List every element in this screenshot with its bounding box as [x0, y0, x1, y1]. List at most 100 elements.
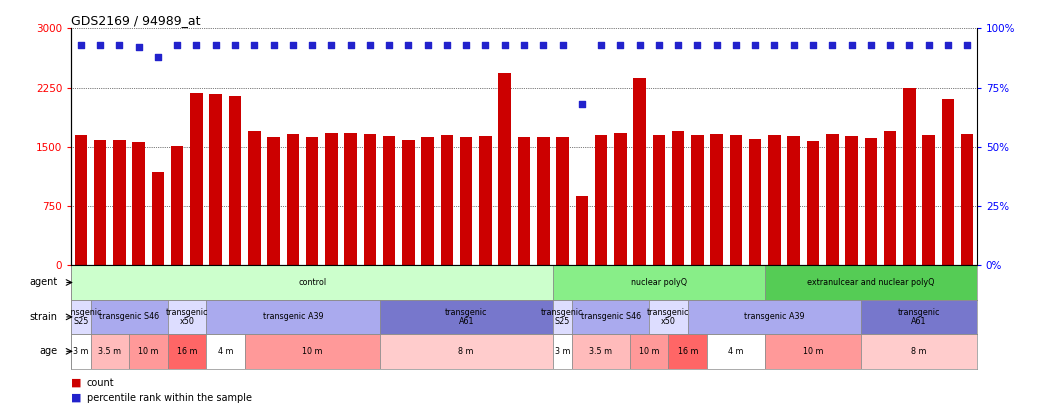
Text: transgenic
x50: transgenic x50	[648, 307, 690, 326]
Text: transgenic S46: transgenic S46	[99, 312, 159, 322]
Point	[150, 53, 167, 60]
Bar	[248, 131, 261, 265]
Bar	[807, 141, 820, 265]
Point	[169, 42, 185, 48]
Bar	[518, 137, 530, 265]
Bar	[669, 334, 707, 369]
Bar	[575, 196, 588, 265]
Bar	[556, 136, 569, 265]
Text: transgenic
S25: transgenic S25	[60, 307, 102, 326]
Point	[343, 42, 359, 48]
Point	[708, 42, 725, 48]
Point	[593, 42, 610, 48]
Bar	[206, 334, 244, 369]
Text: agent: agent	[29, 277, 58, 288]
Text: 16 m: 16 m	[677, 347, 698, 356]
Bar	[306, 137, 319, 265]
Bar	[168, 334, 206, 369]
Point	[477, 42, 494, 48]
Bar	[768, 135, 781, 265]
Text: 10 m: 10 m	[639, 347, 659, 356]
Point	[72, 42, 89, 48]
Bar	[711, 134, 723, 265]
Text: 10 m: 10 m	[803, 347, 824, 356]
Text: GDS2169 / 94989_at: GDS2169 / 94989_at	[71, 14, 201, 27]
Text: 3 m: 3 m	[554, 347, 570, 356]
Bar	[691, 135, 703, 265]
Text: 4 m: 4 m	[218, 347, 233, 356]
Point	[901, 42, 918, 48]
Bar	[572, 334, 630, 369]
Point	[631, 42, 648, 48]
Point	[130, 44, 147, 51]
Bar	[537, 137, 549, 265]
Bar	[94, 141, 107, 265]
Bar	[479, 136, 492, 265]
Bar	[90, 334, 129, 369]
Point	[497, 42, 514, 48]
Point	[844, 42, 860, 48]
Point	[554, 42, 571, 48]
Bar	[553, 300, 572, 334]
Bar	[861, 334, 977, 369]
Point	[246, 42, 263, 48]
Bar	[267, 136, 280, 265]
Bar	[961, 134, 974, 265]
Text: strain: strain	[29, 312, 58, 322]
Point	[805, 42, 822, 48]
Bar	[379, 334, 553, 369]
Point	[419, 42, 436, 48]
Point	[458, 42, 475, 48]
Point	[863, 42, 879, 48]
Text: age: age	[40, 346, 58, 356]
Point	[380, 42, 397, 48]
Bar	[286, 134, 299, 265]
Bar	[71, 334, 90, 369]
Bar	[71, 265, 553, 300]
Text: 3 m: 3 m	[73, 347, 89, 356]
Bar	[922, 135, 935, 265]
Point	[284, 42, 301, 48]
Point	[111, 42, 128, 48]
Bar	[113, 140, 126, 265]
Point	[727, 42, 744, 48]
Point	[670, 42, 686, 48]
Text: nuclear polyQ: nuclear polyQ	[631, 278, 686, 287]
Point	[534, 42, 551, 48]
Bar	[244, 334, 379, 369]
Point	[400, 42, 417, 48]
Bar	[765, 265, 977, 300]
Bar	[749, 139, 762, 265]
Point	[612, 42, 629, 48]
Bar	[364, 134, 376, 265]
Point	[92, 42, 109, 48]
Bar	[672, 131, 684, 265]
Bar	[861, 300, 977, 334]
Point	[188, 42, 204, 48]
Bar	[941, 100, 954, 265]
Text: percentile rank within the sample: percentile rank within the sample	[87, 393, 252, 403]
Bar	[90, 300, 168, 334]
Text: transgenic
A61: transgenic A61	[445, 307, 487, 326]
Bar	[653, 135, 665, 265]
Bar	[129, 334, 168, 369]
Text: ■: ■	[71, 393, 82, 403]
Text: transgenic A39: transgenic A39	[744, 312, 805, 322]
Point	[323, 42, 340, 48]
Bar	[553, 334, 572, 369]
Bar	[74, 135, 87, 265]
Bar	[191, 93, 202, 265]
Point	[573, 101, 590, 107]
Bar	[826, 134, 838, 265]
Bar	[553, 265, 765, 300]
Bar	[325, 133, 337, 265]
Text: control: control	[298, 278, 326, 287]
Bar	[460, 136, 473, 265]
Bar	[687, 300, 861, 334]
Point	[785, 42, 802, 48]
Bar	[572, 300, 649, 334]
Bar	[707, 334, 765, 369]
Bar	[903, 87, 916, 265]
Point	[226, 42, 243, 48]
Bar	[345, 132, 357, 265]
